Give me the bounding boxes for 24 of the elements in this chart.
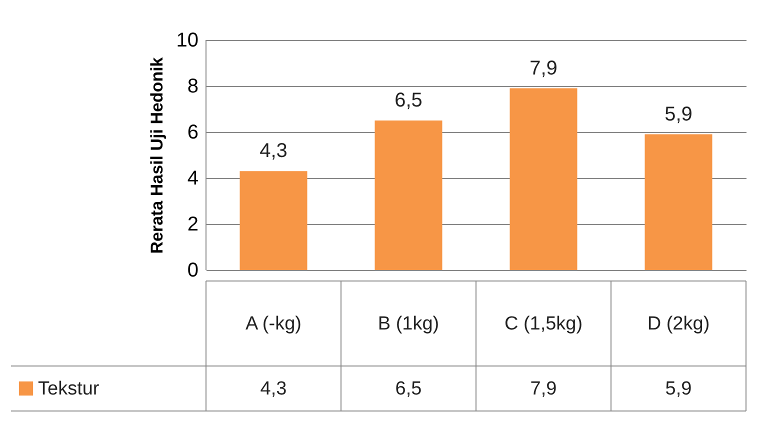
bar [240,171,308,270]
y-tick-label: 0 [187,260,198,282]
y-tick-label: 8 [187,76,198,98]
text: 4,3 [260,140,288,162]
y-tick-label: 6 [187,122,198,144]
data-label: 7,9 [530,378,557,400]
x-tick-label: C (1,5kg) [504,314,583,334]
y-tick-label: 10 [176,30,198,52]
bar [644,134,712,270]
bar [510,88,578,270]
legend-label: Tekstur [38,378,100,400]
x-tick-label: A (-kg) [246,314,302,334]
text: 5,9 [664,103,692,126]
data-label: 4,3 [260,378,287,400]
text: 7,9 [530,57,558,80]
bar [374,120,442,270]
y-tick-label: 2 [187,214,198,236]
x-tick-label: B (1kg) [378,314,440,334]
text: 6,5 [394,90,422,112]
y-axis-title: Rerata Hasil Uji Hedonik [147,56,166,254]
y-tick-label: 4 [187,168,198,190]
x-tick-label: D (2kg) [647,314,710,334]
data-label: 5,9 [665,378,692,400]
data-label: 6,5 [395,378,422,400]
